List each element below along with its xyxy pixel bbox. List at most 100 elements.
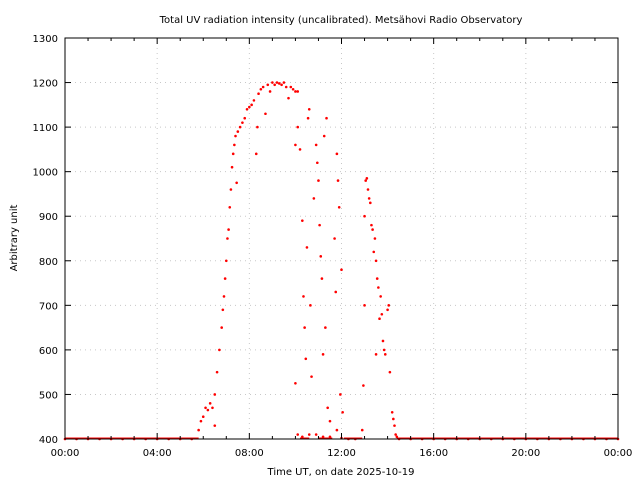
data-point: [394, 433, 397, 436]
data-point: [234, 134, 237, 138]
data-point: [326, 406, 329, 410]
y-axis-label: Arbitrary unit: [9, 205, 20, 272]
data-point: [319, 255, 323, 258]
data-point: [371, 228, 374, 231]
data-point: [252, 99, 256, 102]
data-point: [245, 107, 249, 111]
data-point: [211, 406, 214, 410]
data-point: [321, 353, 325, 356]
data-point: [227, 228, 230, 231]
data-point: [301, 219, 304, 222]
x-tick-label: 04:00: [143, 448, 172, 459]
data-point: [215, 370, 219, 374]
data-point: [204, 406, 207, 410]
data-point: [254, 152, 258, 156]
x-axis-label: Time UT, on date 2025-10-19: [267, 467, 415, 478]
data-point: [257, 92, 260, 95]
data-point: [231, 152, 235, 156]
data-point: [370, 223, 373, 227]
y-tick-label: 700: [39, 301, 58, 312]
x-tick-label: 00:00: [51, 448, 80, 459]
data-point: [296, 433, 300, 436]
data-point: [363, 304, 366, 307]
data-point: [382, 348, 386, 352]
data-point: [298, 148, 302, 151]
data-point: [337, 206, 341, 209]
data-point: [287, 96, 290, 100]
data-point: [369, 201, 372, 205]
data-point: [294, 143, 297, 147]
data-point: [256, 125, 259, 129]
data-point: [310, 375, 313, 378]
x-tick-label: 12:00: [327, 448, 356, 459]
data-point: [374, 259, 378, 263]
x-tick-label: 16:00: [419, 448, 448, 459]
data-point: [305, 246, 309, 249]
data-point: [372, 250, 376, 254]
data-point: [208, 402, 212, 405]
data-point: [328, 435, 332, 439]
data-point: [271, 81, 274, 84]
data-point: [334, 290, 338, 294]
data-point: [199, 419, 203, 423]
x-tick-label: 08:00: [235, 448, 264, 459]
data-point: [373, 237, 377, 240]
data-point: [213, 393, 217, 396]
data-point: [275, 81, 279, 84]
data-point: [222, 295, 226, 298]
data-point: [302, 295, 305, 298]
data-point: [303, 326, 306, 329]
data-point: [360, 428, 364, 432]
data-point: [381, 339, 385, 343]
data-point: [235, 181, 238, 185]
data-point: [223, 277, 227, 280]
data-point: [362, 384, 365, 387]
data-point: [390, 410, 394, 414]
data-point: [248, 105, 251, 109]
data-point: [294, 382, 297, 385]
data-point: [306, 116, 310, 120]
data-point: [280, 83, 283, 87]
data-point: [224, 259, 228, 263]
data-point: [266, 83, 270, 87]
data-point: [379, 295, 382, 298]
data-point: [388, 370, 392, 374]
x-tick-label: 00:00: [604, 448, 633, 459]
grid: [65, 38, 618, 439]
data-point: [324, 326, 327, 329]
data-point: [367, 197, 371, 200]
data-point: [220, 326, 223, 329]
data-point: [259, 87, 263, 91]
data-point: [236, 130, 240, 133]
data-point: [296, 125, 300, 129]
y-tick-label: 600: [39, 346, 58, 357]
data-point: [317, 179, 320, 182]
axis-ticks: 400 500 600 700 800 900 1000 1100 1200 1300 00:00 0…: [33, 34, 633, 459]
data-point: [366, 188, 370, 191]
data-point: [316, 161, 319, 165]
data-point: [243, 116, 247, 120]
data-point: [233, 143, 236, 147]
data-point: [304, 357, 308, 361]
data-point: [206, 408, 210, 412]
data-point: [307, 433, 311, 436]
data-point: [282, 81, 286, 84]
data-point: [241, 121, 244, 124]
data-point: [284, 85, 288, 89]
data-point: [277, 82, 281, 85]
data-point: [378, 317, 381, 321]
data-point: [386, 308, 389, 312]
data-point: [261, 85, 265, 89]
data-point: [314, 433, 318, 436]
data-point: [364, 179, 367, 182]
y-tick-label: 1000: [33, 168, 58, 179]
y-tick-label: 400: [39, 435, 58, 446]
data-point: [335, 152, 339, 156]
data-point: [393, 424, 396, 427]
data-point: [264, 112, 267, 116]
data-point: [387, 304, 391, 307]
x-tick-label: 20:00: [511, 448, 540, 459]
data-point: [365, 177, 369, 180]
y-tick-label: 1300: [33, 34, 58, 45]
